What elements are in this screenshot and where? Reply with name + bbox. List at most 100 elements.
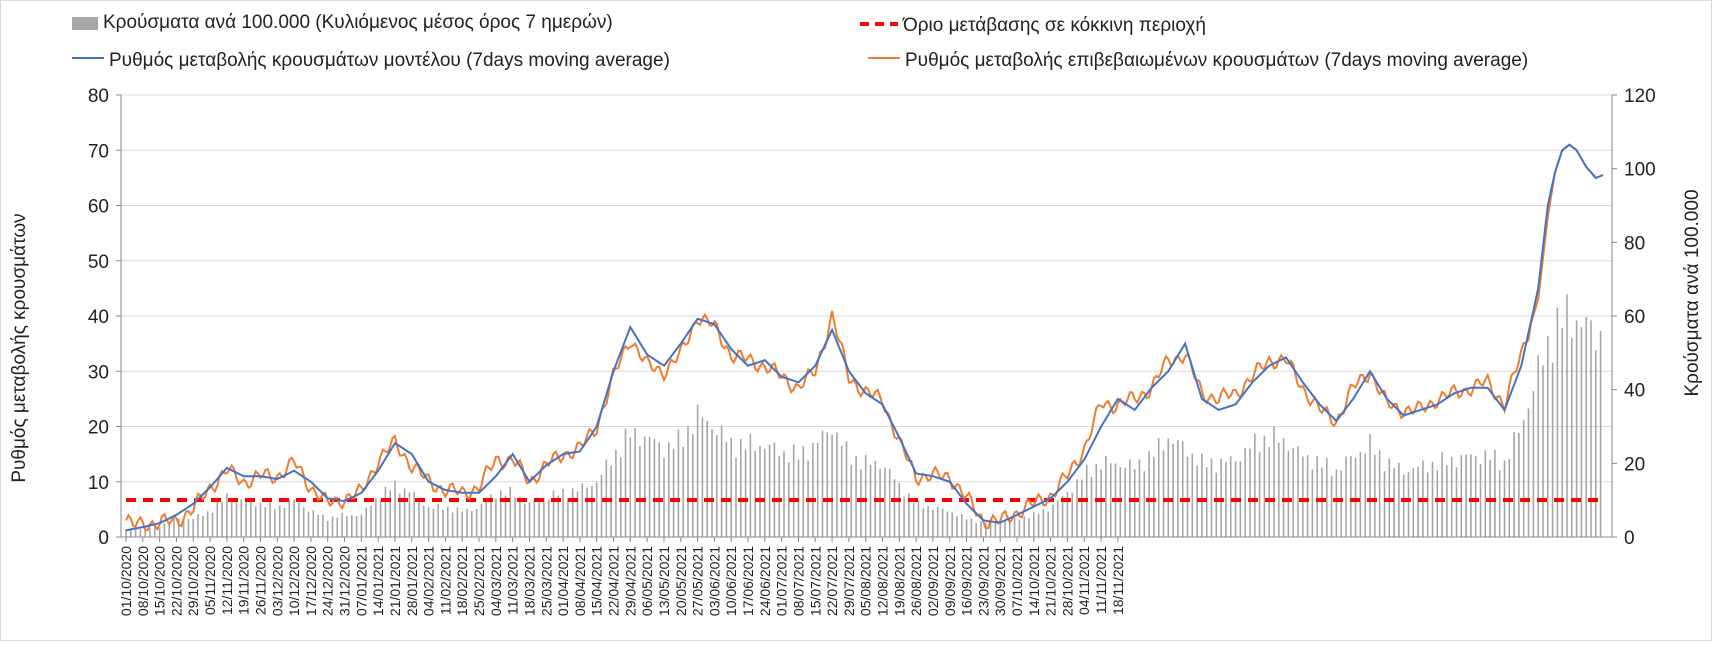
y-tick-label-left-50: 50: [88, 252, 109, 273]
x-tick-label-23: 11/03/2021: [505, 546, 521, 615]
bar-day-584: [1527, 408, 1530, 537]
bar-day-206: [619, 457, 622, 537]
bar-day-150: [485, 501, 487, 537]
bar-day-414: [1119, 467, 1122, 537]
bar-day-320: [893, 479, 896, 537]
y-tick-label-right-120: 120: [1624, 86, 1656, 107]
x-tick-label-52: 30/09/2021: [992, 546, 1008, 616]
bar-day-380: [1037, 513, 1040, 537]
y-tick-label-left-30: 30: [88, 362, 109, 383]
bar-day-494: [1311, 469, 1314, 537]
bar-day-26: [187, 518, 190, 537]
bar-day-388: [1057, 500, 1059, 537]
bar-day-322: [898, 482, 901, 537]
x-tick-label-37: 17/06/2021: [740, 546, 756, 616]
bar-day-66: [283, 507, 286, 537]
bar-day-76: [307, 511, 310, 537]
bar-day-240: [701, 417, 704, 537]
y-tick-label-left-20: 20: [88, 418, 109, 439]
bar-day-60: [269, 501, 271, 537]
x-tick-label-8: 26/11/2020: [253, 546, 269, 615]
bar-day-480: [1278, 442, 1280, 537]
bar-day-314: [879, 468, 881, 537]
bar-day-326: [908, 493, 910, 537]
bar-day-38: [216, 501, 219, 537]
x-tick-label-43: 29/07/2021: [841, 546, 857, 616]
bar-day-218: [648, 437, 651, 537]
legend-bars-swatch: [72, 17, 98, 30]
y-tick-label-right-80: 80: [1624, 233, 1645, 254]
x-tick-label-9: 03/12/2020: [269, 546, 285, 616]
bar-day-22: [178, 518, 180, 537]
bar-day-54: [254, 506, 257, 537]
confirmed-line: [125, 143, 1604, 532]
bar-day-612: [1595, 350, 1597, 537]
bar-day-598: [1561, 327, 1563, 537]
x-tick-label-28: 15/04/2021: [589, 546, 605, 616]
bar-day-546: [1436, 470, 1439, 537]
bar-day-190: [581, 483, 584, 537]
bar-day-16: [163, 523, 166, 537]
bar-day-96: [355, 516, 358, 537]
x-ticks: 01/10/2020 08/10/2020 15/10/2020 22/10/2020…: [118, 537, 1126, 616]
y-tick-label-left-60: 60: [88, 197, 109, 218]
y-ticks-right: 0 20 40 60 80 100 120: [1612, 86, 1656, 549]
bar-day-348: [961, 514, 963, 537]
x-tick-label-27: 08/04/2021: [572, 546, 588, 616]
bar-day-2: [130, 529, 132, 537]
bar-day-566: [1484, 450, 1487, 537]
bar-day-122: [418, 498, 420, 537]
x-tick-label-32: 13/05/2021: [656, 546, 672, 616]
bar-day-198: [600, 474, 603, 537]
bar-day-50: [245, 499, 247, 537]
bar-day-134: [447, 506, 449, 537]
bar-day-186: [571, 488, 574, 537]
y-axis-left-title: Ρυθμός μεταβολής κρουσμάτων: [9, 213, 30, 482]
bar-day-552: [1450, 456, 1453, 537]
bar-day-234: [687, 426, 689, 537]
bar-day-364: [999, 522, 1001, 537]
bar-day-556: [1460, 455, 1463, 537]
bar-day-84: [326, 521, 329, 537]
bar-day-112: [394, 480, 396, 537]
bar-day-8: [144, 526, 146, 537]
x-tick-label-53: 07/10/2021: [1009, 546, 1025, 616]
bar-day-344: [951, 512, 953, 537]
bar-day-264: [759, 445, 761, 537]
bar-day-154: [495, 498, 497, 537]
bar-day-212: [634, 428, 636, 537]
bar-day-196: [595, 482, 598, 537]
bar-day-258: [744, 449, 747, 537]
bar-day-152: [490, 494, 492, 537]
bar-day-86: [331, 516, 334, 537]
x-tick-label-12: 24/12/2020: [320, 546, 336, 616]
bar-day-442: [1186, 456, 1189, 537]
bar-day-354: [975, 522, 977, 537]
x-tick-label-1: 08/10/2020: [135, 546, 151, 616]
bar-day-102: [370, 505, 372, 537]
bar-day-350: [965, 519, 968, 537]
bar-day-18: [168, 522, 170, 537]
bar-day-244: [711, 429, 713, 537]
bar-day-346: [956, 516, 958, 537]
bar-day-402: [1090, 476, 1093, 537]
bar-day-266: [764, 448, 766, 537]
bar-day-118: [408, 492, 411, 537]
bar-day-294: [831, 434, 833, 537]
bar-day-610: [1590, 320, 1592, 537]
bar-day-136: [451, 512, 454, 537]
bar-day-484: [1287, 450, 1290, 537]
bar-day-250: [725, 442, 728, 537]
bar-day-74: [302, 507, 305, 537]
x-tick-label-31: 06/05/2021: [639, 546, 655, 616]
bar-day-262: [754, 450, 756, 537]
bar-day-358: [985, 522, 987, 537]
gridlines: [121, 94, 1612, 483]
bar-day-106: [379, 499, 382, 537]
x-tick-label-18: 04/02/2021: [421, 546, 437, 616]
bar-day-194: [591, 486, 593, 537]
x-tick-label-46: 19/08/2021: [891, 546, 907, 616]
bar-day-486: [1292, 447, 1294, 537]
